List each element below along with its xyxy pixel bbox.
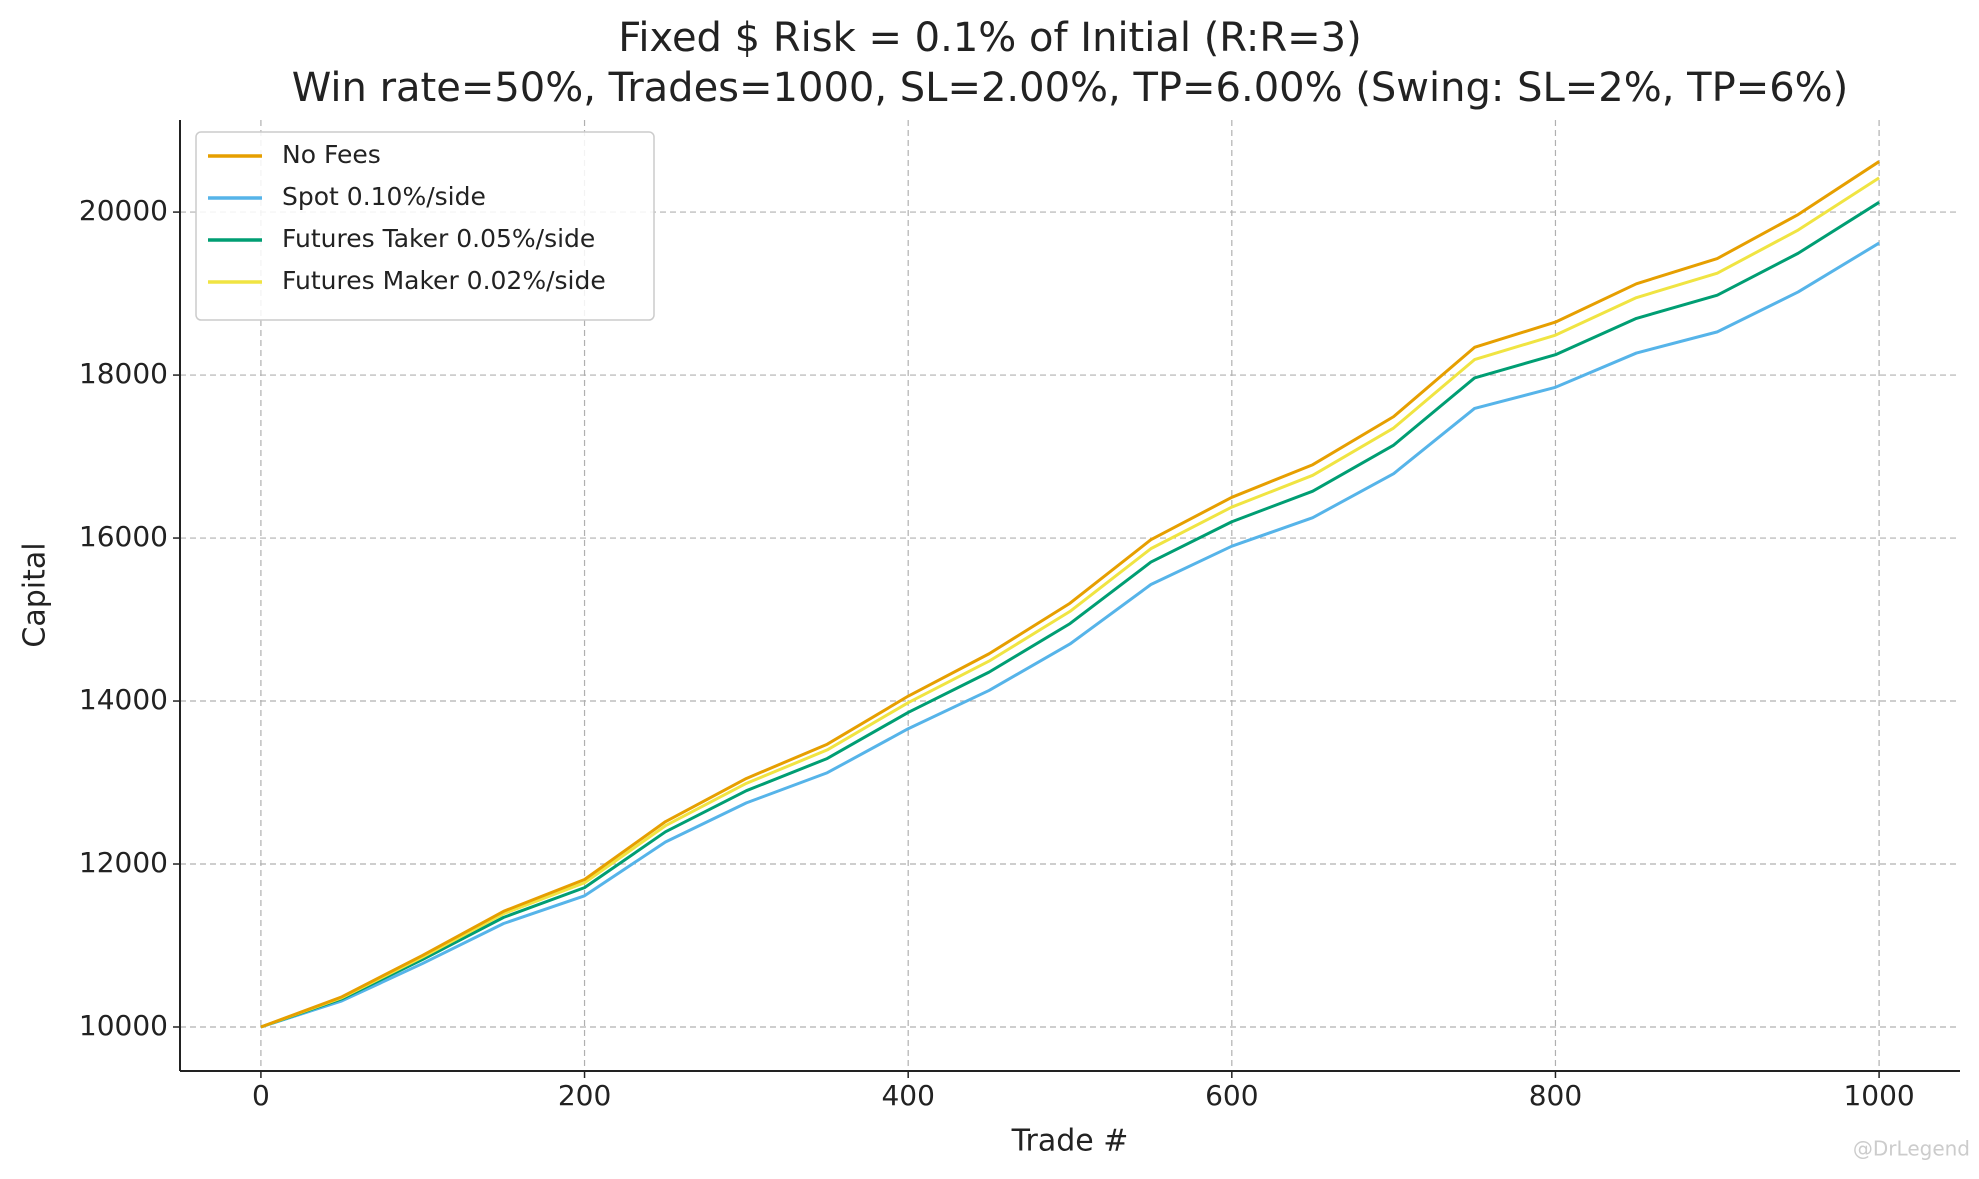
series-line <box>260 160 1880 1029</box>
chart-subtitle: Win rate=50%, Trades=1000, SL=2.00%, TP=… <box>292 65 1849 111</box>
legend-label: No Fees <box>282 140 381 169</box>
x-tick-label: 1000 <box>1843 1079 1914 1112</box>
y-tick-label: 20000 <box>79 194 168 227</box>
x-tick-label: 400 <box>881 1079 934 1112</box>
series-line <box>260 176 1880 1029</box>
series-line <box>260 241 1880 1029</box>
x-tick-label: 200 <box>558 1079 611 1112</box>
watermark: @DrLegend <box>1853 1137 1970 1161</box>
x-tick-label: 0 <box>252 1079 270 1112</box>
legend-box <box>195 131 655 321</box>
y-tick-label: 18000 <box>79 357 168 390</box>
y-tick-label: 14000 <box>79 683 168 716</box>
y-tick-label: 16000 <box>79 520 168 553</box>
y-axis-label: Capital <box>18 542 53 647</box>
x-tick-label: 800 <box>1529 1079 1582 1112</box>
x-tick-label: 600 <box>1205 1079 1258 1112</box>
legend-label: Futures Maker 0.02%/side <box>282 266 606 295</box>
chart-title: Fixed $ Risk = 0.1% of Initial (R:R=3) <box>618 15 1361 61</box>
y-tick-label: 12000 <box>79 846 168 879</box>
series-line <box>260 201 1880 1029</box>
y-tick-label: 10000 <box>79 1009 168 1042</box>
legend-label: Spot 0.10%/side <box>282 182 486 211</box>
x-axis-label: Trade # <box>1011 1124 1129 1159</box>
legend-label: Futures Taker 0.05%/side <box>282 224 595 253</box>
